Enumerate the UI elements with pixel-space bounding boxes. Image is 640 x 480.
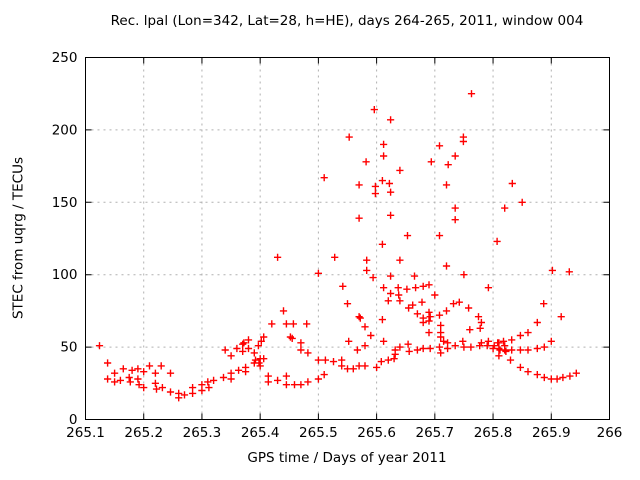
x-axis-label: GPS time / Days of year 2011 (247, 450, 447, 466)
x-tick-label: 265.1 (66, 425, 105, 441)
plot-border (85, 57, 610, 420)
x-tick-label: 265.4 (241, 425, 280, 441)
y-axis-label: STEC from uqrg / TECUs (10, 156, 27, 320)
x-tick-label: 265.6 (357, 425, 396, 441)
y-tick-label: 150 (52, 195, 78, 211)
x-tick-label: 266 (597, 425, 623, 441)
grid-lines (85, 57, 610, 420)
x-tick-label: 265.9 (532, 425, 571, 441)
y-tick-label: 50 (60, 340, 77, 356)
y-tick-label: 200 (52, 122, 78, 138)
x-tick-label: 265.2 (124, 425, 163, 441)
y-tick-label: 0 (69, 412, 78, 428)
x-tick-label: 265.8 (474, 425, 513, 441)
y-tick-label: 250 (52, 50, 78, 66)
y-tick-label: 100 (52, 267, 78, 283)
data-points (95, 90, 580, 402)
chart-title: Rec. lpal (Lon=342, Lat=28, h=HE), days … (110, 13, 584, 29)
x-tick-label: 265.5 (299, 425, 338, 441)
x-tick-label: 265.3 (183, 425, 222, 441)
x-tick-label: 265.7 (416, 425, 455, 441)
